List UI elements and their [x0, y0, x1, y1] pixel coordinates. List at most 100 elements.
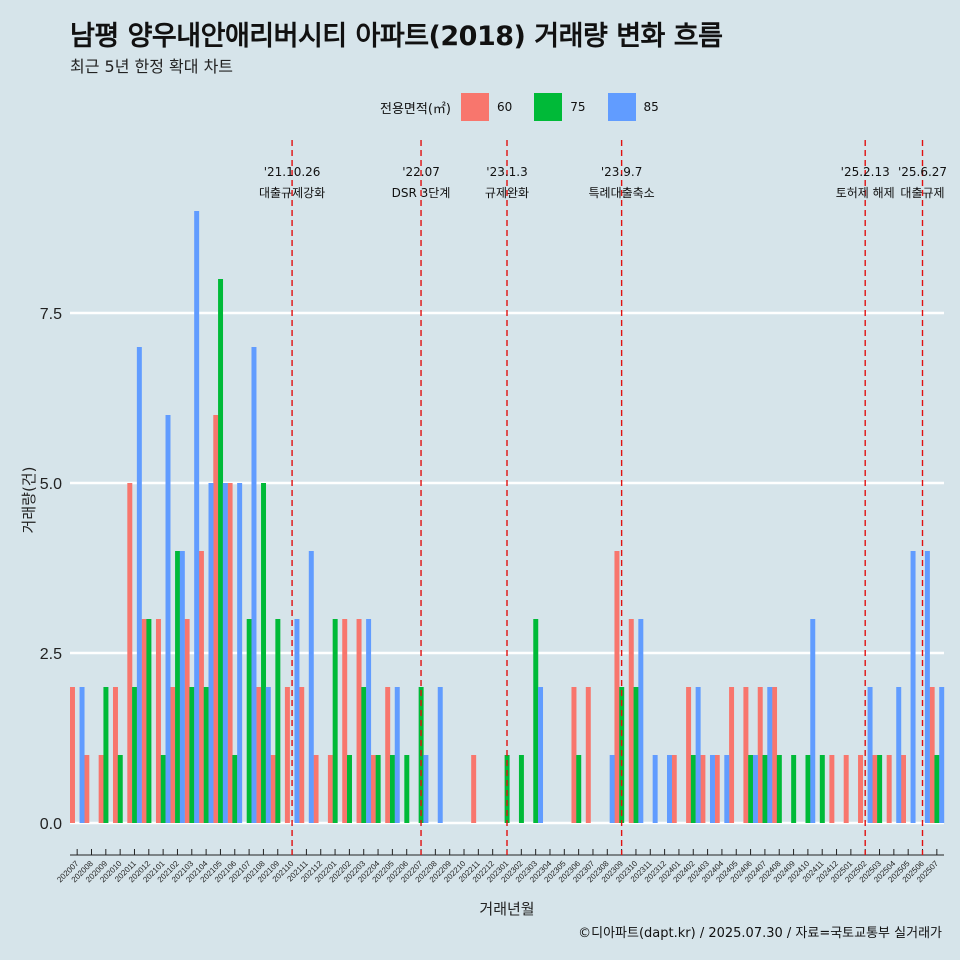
legend-key-60	[460, 93, 489, 121]
bar-75-202204	[375, 755, 381, 823]
bar-75-202205	[389, 755, 395, 823]
bar-75-202301	[504, 755, 510, 823]
bar-85-202111	[308, 551, 314, 823]
bar-85-202011	[136, 347, 142, 823]
bar-85-202308	[609, 755, 615, 823]
bar-60-202104	[198, 551, 204, 823]
event-date: '23.9.7	[601, 165, 642, 179]
bar-85-202404	[724, 755, 730, 823]
bar-85-202007	[79, 687, 85, 823]
source-caption: ©디아파트(dapt.kr) / 2025.07.30 / 자료=국토교통부 실…	[578, 926, 942, 941]
bar-75-202010	[117, 755, 123, 823]
bar-60-202112	[313, 755, 319, 823]
bar-75-202102	[175, 551, 181, 823]
bar-85-202504	[896, 687, 902, 823]
bar-85-202403	[709, 755, 715, 823]
bar-75-202101	[160, 755, 166, 823]
bar-75-202406	[748, 755, 754, 823]
event-label: 대출규제강화	[259, 186, 325, 200]
bar-60-202407	[757, 687, 763, 823]
bar-60-202505	[901, 755, 906, 823]
bar-85-202505	[910, 551, 916, 823]
bar-75-202105	[218, 279, 224, 823]
x-axis-title: 거래년월	[479, 900, 534, 918]
chart-title: 남평 양우내안애리버시티 아파트(2018) 거래량 변화 흐름	[70, 21, 723, 52]
bar-75-202106	[232, 755, 238, 823]
bar-85-202207	[423, 755, 429, 823]
bar-85-202102	[179, 551, 185, 823]
event-date: '21.10.26	[264, 165, 321, 179]
bar-60-202102	[170, 687, 176, 823]
bar-75-202410	[805, 755, 811, 823]
bar-60-202105	[213, 415, 219, 823]
y-tick-label: 5.0	[40, 476, 62, 493]
bar-60-202110	[284, 687, 290, 823]
bar-85-202506	[924, 551, 930, 823]
bar-85-202103	[194, 211, 200, 823]
bar-60-202402	[686, 687, 692, 823]
bar-75-202202	[347, 755, 352, 823]
bar-75-202103	[189, 687, 195, 823]
bar-60-202011	[127, 483, 133, 823]
bar-75-202409	[791, 755, 797, 823]
legend: 전용면적(㎡) 60 75 85	[380, 92, 681, 122]
bar-60-202412	[829, 755, 835, 823]
bar-85-202407	[767, 687, 773, 823]
bar-85-202108	[265, 687, 271, 823]
bar-75-202201	[332, 619, 338, 823]
bar-75-202107	[246, 619, 252, 823]
bar-85-202205	[394, 687, 400, 823]
bar-85-202203	[366, 619, 372, 823]
bar-60-202501	[843, 755, 849, 823]
bar-75-202109	[275, 619, 281, 823]
bar-75-202009	[103, 687, 109, 823]
bar-60-202503	[872, 755, 878, 823]
bar-75-202108	[261, 483, 267, 823]
event-label: 특례대출축소	[588, 186, 654, 200]
y-tick-label: 7.5	[40, 306, 62, 323]
bar-75-202012	[146, 619, 152, 823]
bar-85-202107	[251, 347, 257, 823]
bar-85-202410	[810, 619, 816, 823]
event-label: 토허제 해제	[836, 186, 895, 200]
bar-75-202407	[762, 755, 768, 823]
bar-85-202402	[695, 687, 701, 823]
bar-60-202108	[256, 687, 262, 823]
bar-60-202007	[70, 687, 75, 823]
bar-75-202104	[203, 687, 209, 823]
bar-60-202309	[614, 551, 620, 823]
bar-60-202504	[886, 755, 892, 823]
bar-85-202110	[294, 619, 300, 823]
legend-label-75: 75	[570, 100, 586, 114]
bar-85-202106	[237, 483, 243, 823]
bar-60-202211	[471, 755, 477, 823]
bar-60-202408	[772, 687, 778, 823]
event-date: '25.6.27	[898, 165, 947, 179]
bar-85-202310	[638, 619, 644, 823]
bar-60-202101	[155, 619, 161, 823]
bar-75-202302	[518, 755, 524, 823]
bar-75-202503	[877, 755, 883, 823]
event-date: '23.1.3	[486, 165, 527, 179]
bar-75-202203	[361, 687, 367, 823]
bar-60-202310	[628, 619, 634, 823]
event-date: '25.2.13	[841, 165, 890, 179]
event-label: 대출규제	[900, 186, 944, 200]
bar-60-202507	[929, 687, 935, 823]
y-tick-label: 0.0	[40, 816, 62, 833]
legend-label-85: 85	[643, 100, 659, 114]
bar-60-202403	[700, 755, 706, 823]
y-tick-label: 2.5	[40, 646, 62, 663]
bar-60-202204	[370, 755, 376, 823]
event-date: '22.07	[402, 165, 440, 179]
bar-60-202202	[342, 619, 348, 823]
y-axis-title: 거래량(건)	[20, 467, 38, 534]
bar-60-202111	[299, 687, 305, 823]
bar-75-202306	[576, 755, 582, 823]
bar-60-202008	[84, 755, 90, 823]
bar-60-202405	[729, 687, 735, 823]
bar-75-202310	[633, 687, 639, 823]
bar-75-202303	[533, 619, 539, 823]
bar-60-202401	[671, 755, 677, 823]
bar-85-202311	[652, 755, 658, 823]
